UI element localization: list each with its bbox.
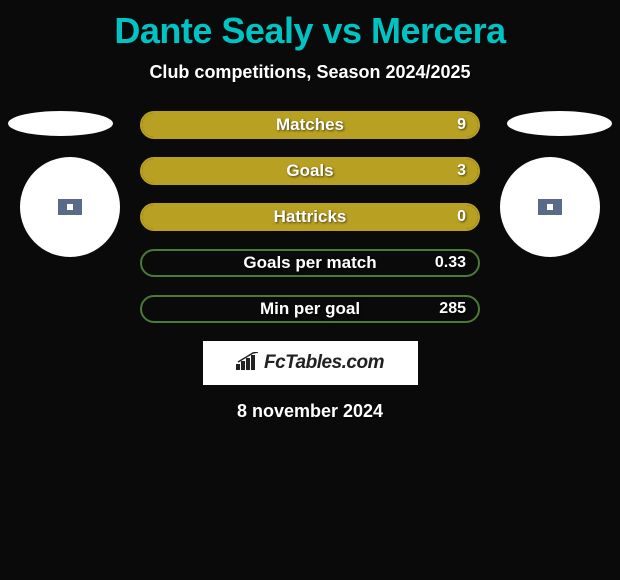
placeholder-icon (538, 199, 562, 215)
stat-bar-value: 3 (457, 162, 466, 180)
stat-bar-label: Goals (286, 161, 333, 181)
stat-bar-label: Goals per match (243, 253, 376, 273)
stat-bar-value: 0 (457, 208, 466, 226)
date-label: 8 november 2024 (0, 401, 620, 422)
stat-bar-label: Matches (276, 115, 344, 135)
stat-bars: Matches 9 Goals 3 Hattricks 0 Goals per match 0… (140, 111, 480, 323)
stat-bar-value: 285 (439, 300, 466, 318)
brand-box: FcTables.com (203, 341, 418, 385)
stat-bar: Hattricks 0 (140, 203, 480, 231)
stat-bar: Goals 3 (140, 157, 480, 185)
player-right-avatar (500, 157, 600, 257)
left-pill-decoration (8, 111, 113, 136)
player-left-avatar (20, 157, 120, 257)
stat-bar-value: 9 (457, 116, 466, 134)
right-pill-decoration (507, 111, 612, 136)
placeholder-icon (58, 199, 82, 215)
page-title: Dante Sealy vs Mercera (0, 0, 620, 52)
stat-bar: Matches 9 (140, 111, 480, 139)
brand-chart-icon (236, 352, 260, 375)
stat-bar: Goals per match 0.33 (140, 249, 480, 277)
stat-bar-value: 0.33 (435, 254, 466, 272)
stat-bar-label: Hattricks (274, 207, 347, 227)
page-subtitle: Club competitions, Season 2024/2025 (0, 62, 620, 83)
stat-bar-label: Min per goal (260, 299, 360, 319)
stat-bar: Min per goal 285 (140, 295, 480, 323)
brand-label: FcTables.com (264, 352, 384, 374)
content-area: Matches 9 Goals 3 Hattricks 0 Goals per match 0… (0, 111, 620, 422)
